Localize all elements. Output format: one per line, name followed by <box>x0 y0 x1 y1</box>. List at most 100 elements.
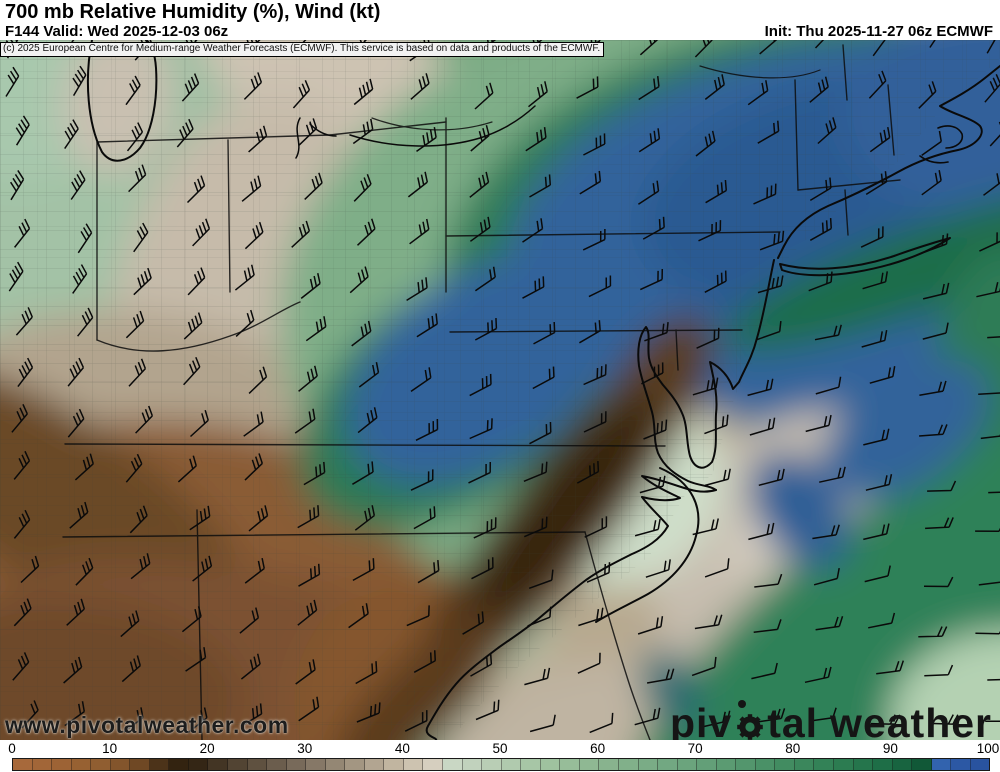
wind-barb <box>469 373 492 397</box>
wind-barb <box>589 712 614 734</box>
wind-barb <box>13 598 32 627</box>
wind-barb <box>129 505 148 534</box>
wind-barb <box>576 76 599 99</box>
wind-barb <box>64 119 79 150</box>
wind-barb <box>753 619 782 634</box>
colorbar-segment <box>853 759 874 770</box>
wind-barb <box>923 233 949 254</box>
wind-barb <box>298 118 318 146</box>
wind-barb <box>406 277 428 302</box>
state-borders <box>62 44 901 740</box>
wind-barb <box>924 664 954 677</box>
wind-barb <box>15 307 33 336</box>
rh-region <box>640 649 704 731</box>
copyright-notice: (c) 2025 European Centre for Medium-rang… <box>0 42 605 57</box>
wind-barb <box>864 565 891 583</box>
wind-barb <box>975 624 1000 635</box>
colorbar-segment <box>912 759 932 770</box>
colorbar-segment <box>325 759 346 770</box>
wind-barb <box>525 127 547 152</box>
wind-barb <box>470 125 490 152</box>
valid-time-label: F144 Valid: Wed 2025-12-03 06z <box>5 23 229 40</box>
logo-text-piv: piv <box>669 700 733 741</box>
wind-barb <box>634 518 661 537</box>
wind-barb <box>578 607 604 627</box>
wind-barb <box>248 505 269 532</box>
wind-barb <box>189 505 211 531</box>
wind-barb <box>185 647 207 672</box>
wind-barb <box>357 407 378 434</box>
wind-barb <box>13 450 31 480</box>
wind-barb <box>694 614 723 630</box>
wind-barb <box>12 652 30 681</box>
wind-barb <box>757 120 780 144</box>
colorbar-segment <box>658 759 678 770</box>
wind-barb <box>638 128 661 153</box>
wind-barb <box>645 559 671 578</box>
wind-barb <box>748 522 775 541</box>
wind-barb <box>10 170 25 201</box>
wind-barb <box>872 40 889 57</box>
wind-barb <box>987 669 1000 681</box>
wind-barb <box>462 611 485 635</box>
wind-barb <box>474 318 498 341</box>
wind-barb <box>865 474 893 491</box>
wind-barb <box>747 378 774 397</box>
wind-barb <box>125 453 143 483</box>
county-lines <box>0 40 1000 740</box>
wind-barb <box>809 177 832 202</box>
colorbar-segment <box>579 759 600 770</box>
wind-barb <box>354 505 376 531</box>
init-time-label: Init: Thu 2025-11-27 06z ECMWF <box>764 23 993 40</box>
wind-barb <box>240 653 261 680</box>
wind-barb <box>133 267 152 296</box>
wind-barb <box>297 505 320 529</box>
colorbar-segment <box>833 759 854 770</box>
wind-barb <box>404 710 428 732</box>
map-canvas: (c) 2025 European Centre for Medium-rang… <box>0 40 1000 740</box>
watermark-url: www.pivotalweather.com <box>5 712 289 738</box>
wind-barb <box>244 221 264 250</box>
wind-barb <box>751 662 778 680</box>
wind-barb <box>130 553 151 580</box>
colorbar-segment <box>91 759 111 770</box>
wind-barb <box>474 266 496 292</box>
wind-barb <box>927 480 957 492</box>
colorbar-tick-labels: 0 10 20 30 40 50 60 70 80 90 100 <box>0 740 1000 757</box>
colorbar-segment <box>462 759 483 770</box>
pivotal-weather-logo: piv tal weather <box>669 699 992 741</box>
wind-barb <box>298 696 320 722</box>
wind-barb <box>756 320 782 341</box>
gear-icon <box>734 699 766 741</box>
colorbar-segment <box>403 759 424 770</box>
colorbar-segment <box>482 759 502 770</box>
wind-barb <box>870 714 901 725</box>
wind-barb <box>819 466 846 483</box>
colorbar-segment <box>970 759 990 770</box>
wind-barb <box>8 261 24 292</box>
wind-barb <box>305 316 327 342</box>
colorbar-segment <box>697 759 717 770</box>
colorbar-segment <box>931 759 952 770</box>
wind-barb <box>176 118 194 148</box>
wind-barb <box>805 414 832 433</box>
wind-barb <box>410 73 430 100</box>
colorbar-segment <box>521 759 541 770</box>
logo-text-tal: tal <box>767 700 819 741</box>
wind-barb <box>813 567 840 586</box>
wind-barb <box>295 659 316 685</box>
wind-barb <box>809 218 832 241</box>
wind-barb <box>634 707 661 726</box>
colorbar-segment <box>423 759 444 770</box>
colorbar-tick-label: 90 <box>882 741 898 756</box>
wind-barb <box>522 218 544 243</box>
wind-barb <box>14 218 31 248</box>
wind-barb <box>639 268 664 291</box>
colorbar-segment <box>794 759 815 770</box>
wind-barb <box>583 411 607 433</box>
wind-barb <box>749 417 776 436</box>
wind-barb <box>192 218 211 247</box>
wind-barb <box>984 73 1000 103</box>
wind-barb <box>691 656 717 677</box>
rh-region <box>436 658 684 740</box>
